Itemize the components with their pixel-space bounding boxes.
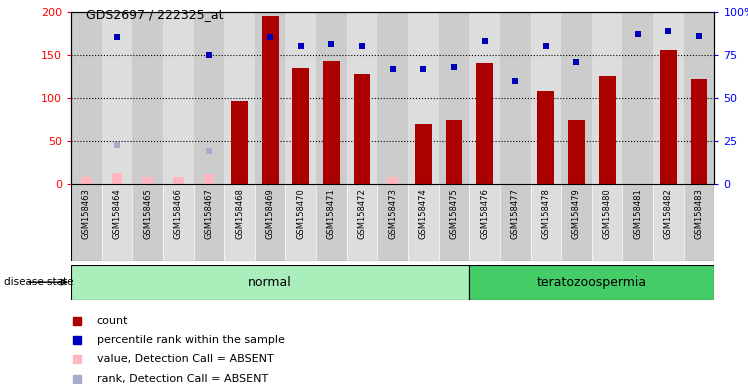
Bar [530,184,561,261]
Text: GSM158476: GSM158476 [480,188,489,239]
Bar [408,12,438,184]
Bar [354,74,370,184]
Bar [592,12,622,184]
Bar [292,68,309,184]
Bar [660,50,677,184]
Bar [500,184,530,261]
Text: value, Detection Call = ABSENT: value, Detection Call = ABSENT [96,354,274,364]
Bar [255,184,286,261]
Bar [415,124,432,184]
Text: GSM158471: GSM158471 [327,188,336,239]
Bar [316,12,347,184]
Bar [255,12,286,184]
Text: normal: normal [248,276,292,289]
Bar [203,174,214,184]
Bar [561,184,592,261]
Text: GSM158474: GSM158474 [419,188,428,239]
Bar [102,184,132,261]
Text: GSM158470: GSM158470 [296,188,305,239]
Bar [71,265,469,300]
Bar [690,79,708,184]
Text: GSM158472: GSM158472 [358,188,367,239]
Bar [323,61,340,184]
Bar [132,12,163,184]
Text: GSM158468: GSM158468 [235,188,244,239]
Text: GSM158479: GSM158479 [572,188,581,239]
Bar [132,184,163,261]
Bar [469,265,714,300]
Text: GSM158483: GSM158483 [695,188,704,239]
Text: GSM158477: GSM158477 [511,188,520,239]
Text: GSM158478: GSM158478 [542,188,551,239]
Bar [173,177,184,184]
Bar [71,184,102,261]
Bar [592,184,622,261]
Bar [347,12,378,184]
Bar [194,184,224,261]
Bar [653,184,684,261]
Bar [163,12,194,184]
Bar [347,184,378,261]
Bar [598,76,616,184]
Bar [262,16,278,184]
Bar [387,177,398,184]
Bar [561,12,592,184]
Text: GSM158463: GSM158463 [82,188,91,239]
Text: GSM158480: GSM158480 [603,188,612,239]
Bar [111,173,123,184]
Text: GSM158467: GSM158467 [204,188,213,239]
Bar [530,12,561,184]
Bar [438,184,469,261]
Text: GSM158473: GSM158473 [388,188,397,239]
Bar [142,177,153,184]
Bar [684,184,714,261]
Bar [622,12,653,184]
Bar [163,184,194,261]
Bar [286,184,316,261]
Bar [537,91,554,184]
Bar [286,12,316,184]
Bar [102,12,132,184]
Text: percentile rank within the sample: percentile rank within the sample [96,335,285,345]
Bar [446,119,462,184]
Bar [378,184,408,261]
Bar [622,184,653,261]
Bar [653,12,684,184]
Text: GSM158482: GSM158482 [664,188,673,239]
Bar [469,12,500,184]
Bar [378,12,408,184]
Text: GSM158466: GSM158466 [174,188,183,239]
Text: rank, Detection Call = ABSENT: rank, Detection Call = ABSENT [96,374,268,384]
Bar [224,184,255,261]
Text: GSM158481: GSM158481 [634,188,643,239]
Bar [438,12,469,184]
Text: GSM158475: GSM158475 [450,188,459,239]
Bar [500,12,530,184]
Text: GSM158469: GSM158469 [266,188,275,239]
Text: GDS2697 / 222325_at: GDS2697 / 222325_at [86,8,224,21]
Bar [469,184,500,261]
Text: disease state: disease state [4,277,73,287]
Bar [684,12,714,184]
Bar [71,12,102,184]
Bar [224,12,255,184]
Text: GSM158465: GSM158465 [143,188,152,239]
Bar [568,119,585,184]
Bar [408,184,438,261]
Bar [316,184,347,261]
Bar [194,12,224,184]
Text: GSM158464: GSM158464 [112,188,121,239]
Bar [476,63,493,184]
Bar [231,101,248,184]
Bar [81,177,92,184]
Text: count: count [96,316,129,326]
Text: teratozoospermia: teratozoospermia [537,276,647,289]
